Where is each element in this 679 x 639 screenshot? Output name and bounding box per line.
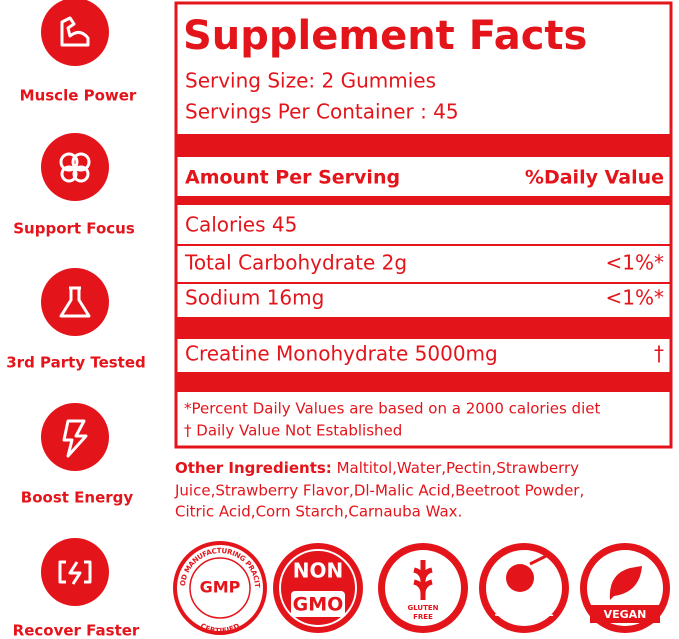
row-label: Creatine Monohydrate 5000mg — [185, 342, 498, 366]
badge-box — [291, 591, 345, 617]
facts-box — [174, 1, 673, 449]
row-value: <1%* — [606, 286, 665, 310]
footnote: *Percent Daily Values are based on a 200… — [184, 400, 600, 418]
feature-label: Boost Energy — [21, 489, 134, 507]
servings-per-container: Servings Per Container : 45 — [185, 100, 459, 124]
badge-text: GMO — [293, 594, 344, 616]
footnote: † Daily Value Not Established — [184, 422, 402, 440]
facts-title: Supplement Facts — [183, 13, 587, 59]
badge-text: GLUTEN — [407, 604, 438, 612]
row-label: Sodium 16mg — [185, 286, 324, 310]
rule — [176, 196, 671, 205]
badge-text: NON — [293, 559, 343, 583]
feature-label: Muscle Power — [20, 87, 137, 105]
ingredients-line: Citric Acid,Corn Starch,Carnauba Wax. — [175, 503, 462, 521]
row-value: <1%* — [606, 251, 665, 275]
ingredients-line: Juice,Strawberry Flavor,Dl-Malic Acid,Be… — [174, 482, 584, 500]
ingredients-line: Maltitol,Water,Pectin,Strawberry — [332, 459, 579, 477]
thick-rule — [176, 372, 671, 392]
badge-text: SOY FREE — [494, 606, 554, 619]
header-right: %Daily Value — [525, 167, 664, 189]
thick-rule — [176, 134, 671, 157]
badge-box — [590, 605, 660, 623]
badge-text: FREE — [413, 613, 433, 621]
serving-size: Serving Size: 2 Gummies — [185, 69, 436, 93]
badge-text: GMP — [200, 578, 241, 597]
row-label: Calories 45 — [185, 213, 297, 237]
feature-label: 3rd Party Tested — [6, 354, 146, 372]
feature-label: Support Focus — [13, 220, 135, 238]
header-left: Amount Per Serving — [185, 167, 400, 189]
feature-label: Recover Faster — [13, 622, 140, 639]
row-label: Total Carbohydrate 2g — [184, 251, 407, 275]
row-value: † — [654, 342, 664, 366]
badge-text: VEGAN — [604, 608, 647, 621]
icon-glyphs — [58, 16, 92, 585]
ingredients: Other Ingredients: Maltitol,Water,Pectin… — [175, 459, 579, 477]
ingredients-label: Other Ingredients: — [175, 459, 332, 477]
thick-rule — [176, 317, 671, 339]
